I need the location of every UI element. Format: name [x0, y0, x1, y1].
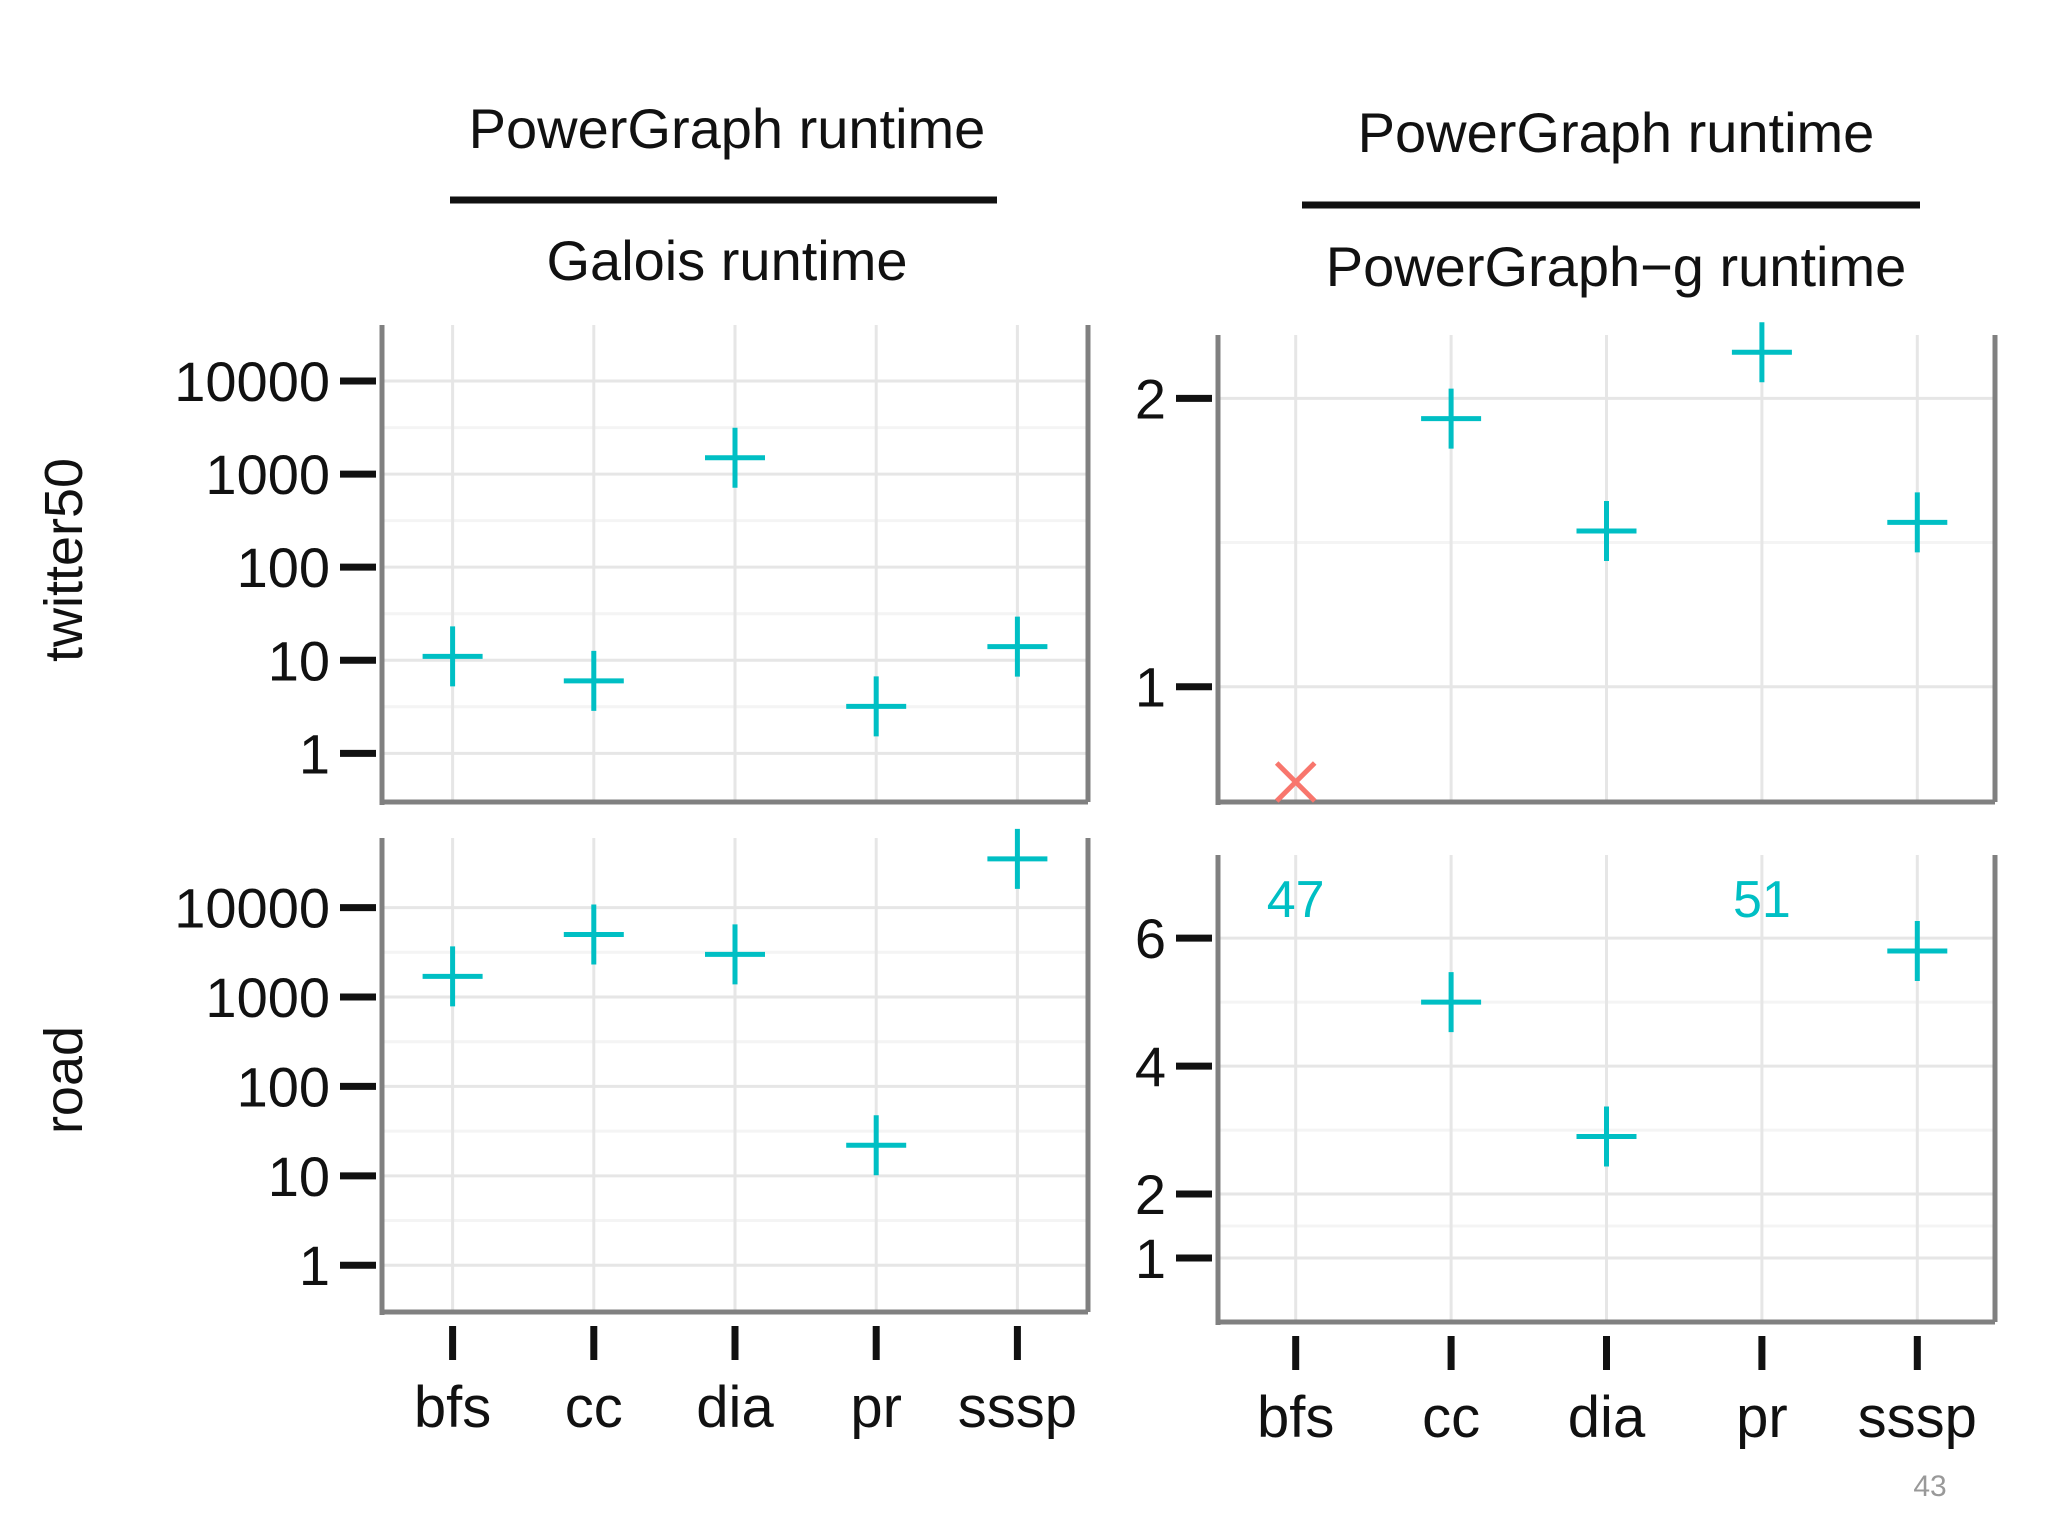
- y-tick-label: 4: [1135, 1035, 1166, 1098]
- page-number: 43: [1913, 1470, 1946, 1503]
- panel-twitter50-col0: 1 10 100 1000 10000: [174, 325, 1091, 805]
- panel-road-col1: 12 4 6 bfs cc dia pr sssp 47 51: [1135, 855, 1998, 1450]
- y-tick-label: 6: [1135, 907, 1166, 970]
- x-tick-label-pr: pr: [850, 1375, 902, 1440]
- y-tick-label: 10000: [174, 877, 330, 940]
- x-tick-label-pr: pr: [1736, 1385, 1788, 1450]
- y-tick-label: 2: [1135, 367, 1166, 430]
- annotation-bfs: 47: [1267, 871, 1325, 929]
- y-tick-label: 1: [299, 722, 330, 785]
- col-title-left-numerator: PowerGraph runtime: [469, 97, 986, 160]
- x-tick-label-dia: dia: [1568, 1385, 1646, 1450]
- data-point-pr: [846, 1115, 907, 1176]
- col-title-right-denominator: PowerGraph−g runtime: [1326, 235, 1907, 298]
- y-tick-label: 1000: [205, 966, 330, 1029]
- col-title-left-denominator: Galois runtime: [546, 229, 907, 292]
- x-tick-label-cc: cc: [1422, 1385, 1480, 1450]
- missing-marker-bfs: [1274, 761, 1317, 803]
- y-tick-label: 2: [1135, 1163, 1166, 1226]
- y-tick-label: 10: [268, 629, 330, 692]
- y-tick-label: 100: [237, 1055, 330, 1118]
- y-tick-label: 1: [299, 1234, 330, 1297]
- data-point-dia: [705, 924, 765, 985]
- col-title-right-numerator: PowerGraph runtime: [1358, 101, 1875, 164]
- data-point-sssp: [1887, 492, 1948, 553]
- data-point-pr: [846, 676, 907, 737]
- column-titles: PowerGraph runtime Galois runtime PowerG…: [450, 97, 1920, 298]
- data-point-sssp: [987, 828, 1048, 889]
- data-point-sssp: [1887, 920, 1948, 981]
- data-point-dia: [1576, 1106, 1637, 1167]
- panel-twitter50-col1: 12: [1135, 322, 1998, 805]
- panel-road-col0: 1 10 100 1000 10000 bfs cc dia pr sssp: [174, 828, 1091, 1440]
- y-tick-label: 1: [1135, 656, 1166, 719]
- data-point-bfs: [422, 946, 483, 1007]
- data-point-pr: [1731, 322, 1792, 383]
- y-tick-label: 1000: [205, 443, 330, 506]
- data-point-cc: [1421, 972, 1482, 1033]
- x-tick-label-bfs: bfs: [1257, 1385, 1334, 1450]
- x-tick-label-dia: dia: [696, 1375, 774, 1440]
- x-tick-label-sssp: sssp: [958, 1375, 1077, 1440]
- y-tick-label: 10: [268, 1145, 330, 1208]
- y-tick-label: 1: [1135, 1227, 1166, 1290]
- data-point-cc: [563, 904, 624, 965]
- data-point-dia: [1576, 501, 1637, 562]
- data-point-bfs: [422, 626, 483, 687]
- x-tick-label-bfs: bfs: [414, 1375, 491, 1440]
- data-point-dia: [705, 427, 765, 488]
- y-tick-label: 100: [237, 536, 330, 599]
- annotation-pr: 51: [1733, 871, 1791, 929]
- y-tick-label: 10000: [174, 350, 330, 413]
- data-point-sssp: [987, 616, 1048, 677]
- x-tick-label-cc: cc: [565, 1375, 623, 1440]
- data-point-cc: [1421, 388, 1482, 449]
- data-point-cc: [563, 650, 624, 711]
- row-label-twitter50: twitter50: [34, 458, 94, 662]
- x-tick-label-sssp: sssp: [1858, 1385, 1977, 1450]
- row-label-road: road: [34, 1026, 94, 1134]
